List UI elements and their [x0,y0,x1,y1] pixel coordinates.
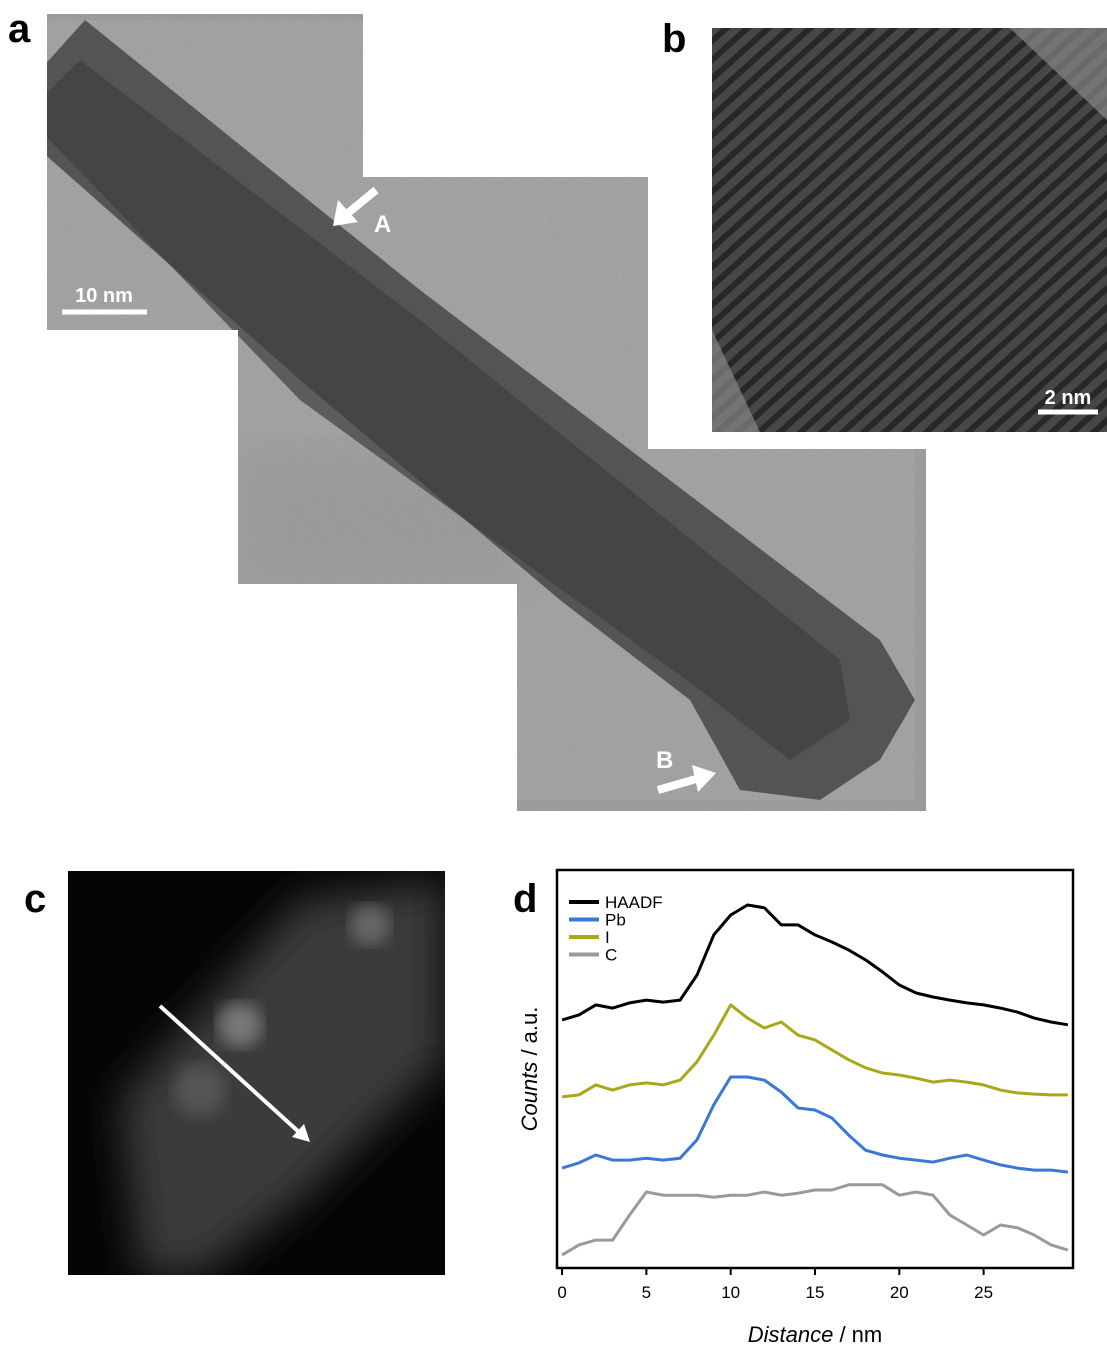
x-tick-label: 0 [557,1283,566,1302]
data-line [562,1005,1068,1097]
x-axis-label: Distance / nm [748,1322,883,1347]
x-tick-label: 10 [721,1283,740,1302]
panel-label: c [24,877,46,921]
arrow-label: A [374,211,391,238]
arrow-label: B [656,747,673,774]
legend-label: HAADF [605,893,663,912]
chart: 0 5 10 15 20 25 Distance / nm Counts / a.u. HAAD… [517,870,1073,1347]
data-line [562,1185,1068,1255]
data-line [562,905,1068,1025]
legend-label: I [605,928,610,947]
legend-label: Pb [605,911,626,930]
haadf-image [68,871,445,1275]
x-tick-label: 15 [806,1283,825,1302]
y-axis-quantity: Counts [517,1062,542,1132]
x-tick-label: 20 [890,1283,909,1302]
y-axis-unit: / a.u. [517,1007,542,1056]
data-line [562,1077,1068,1172]
y-axis-label: Counts / a.u. [517,1007,542,1132]
panel-label: a [8,7,31,51]
figure: a 10 nm A B b 2 nm c d 0 5 10 15 20 25 Distanc… [0,0,1107,1351]
tem-image-b [712,28,1107,432]
scale-bar-label: 10 nm [75,285,133,307]
x-tick-label: 25 [974,1283,993,1302]
panel-label: d [513,877,537,921]
x-axis-unit: / nm [839,1322,882,1347]
panel-label: b [662,17,686,61]
legend-label: C [605,946,617,965]
x-axis-quantity: Distance [748,1322,834,1347]
scale-bar-label: 2 nm [1045,387,1092,409]
x-tick-label: 5 [642,1283,651,1302]
